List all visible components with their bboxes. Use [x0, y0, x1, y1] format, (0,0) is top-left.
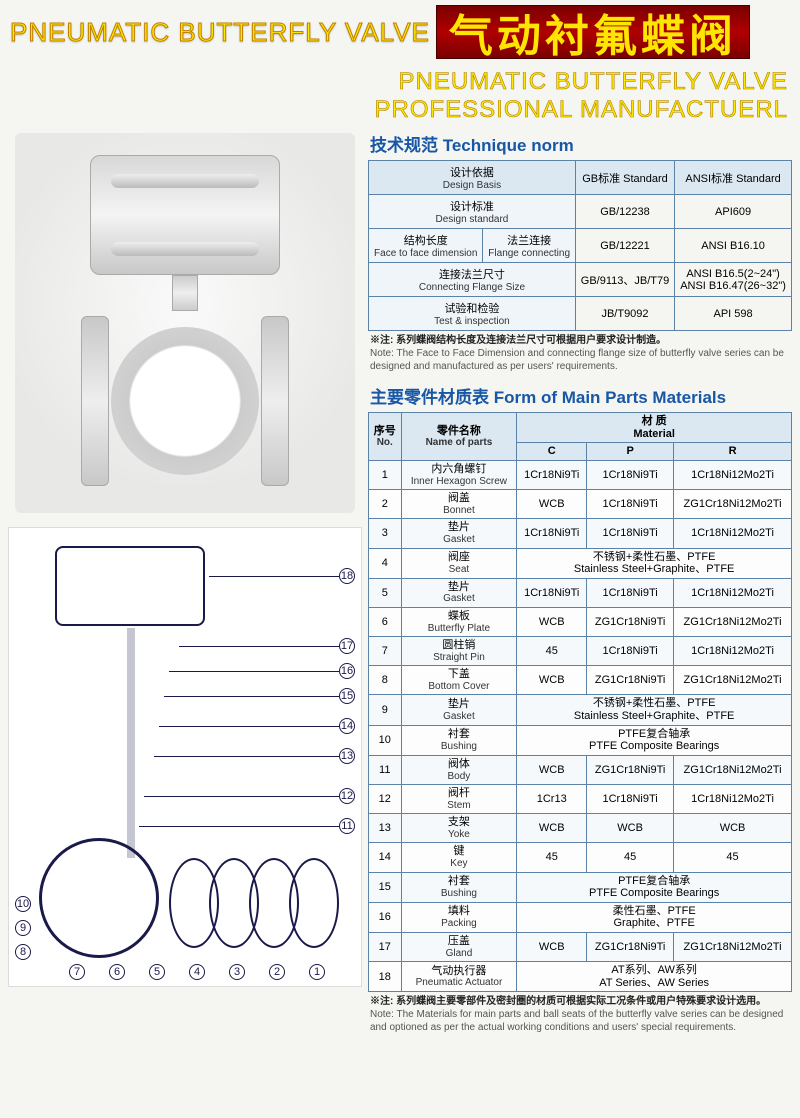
- subtitle-line2: PROFESSIONAL MANUFACTUERL: [0, 96, 788, 124]
- callout-9: 9: [15, 920, 31, 936]
- callout-14: 14: [339, 718, 355, 734]
- left-column: 18 17 16 15 14 13 12 11 10 9 8 7 6 5 4 3: [8, 129, 368, 1042]
- callout-8: 8: [15, 944, 31, 960]
- callout-17: 17: [339, 638, 355, 654]
- callout-10: 10: [15, 896, 31, 912]
- title-en: PNEUMATIC BUTTERFLY VALVE: [10, 17, 430, 48]
- tech-note-cn: ※注: 系列蝶阀结构长度及连接法兰尺寸可根据用户要求设计制造。: [370, 335, 666, 346]
- tech-note-en: Note: The Face to Face Dimension and con…: [370, 348, 784, 372]
- tech-title: 技术规范 Technique norm: [368, 129, 792, 160]
- tech-note: ※注: 系列蝶阀结构长度及连接法兰尺寸可根据用户要求设计制造。 Note: Th…: [368, 331, 792, 381]
- actuator-graphic: [90, 155, 280, 275]
- valve-body-graphic: [75, 311, 295, 491]
- callout-7: 7: [69, 964, 85, 980]
- callout-3: 3: [229, 964, 245, 980]
- exploded-diagram: 18 17 16 15 14 13 12 11 10 9 8 7 6 5 4 3: [8, 527, 362, 987]
- callout-16: 16: [339, 663, 355, 679]
- callout-5: 5: [149, 964, 165, 980]
- callout-13: 13: [339, 748, 355, 764]
- callout-2: 2: [269, 964, 285, 980]
- product-photo: [15, 133, 355, 513]
- callout-6: 6: [109, 964, 125, 980]
- tech-table: 设计依据Design Basis GB标准 StandardANSI标准 Sta…: [368, 160, 792, 331]
- right-column: 技术规范 Technique norm 设计依据Design Basis GB标…: [368, 129, 792, 1042]
- callout-11: 11: [339, 818, 355, 834]
- parts-note: ※注: 系列蝶阀主要零部件及密封圈的材质可根据实际工况条件或用户特殊要求设计选用…: [368, 992, 792, 1042]
- callout-15: 15: [339, 688, 355, 704]
- parts-note-cn: ※注: 系列蝶阀主要零部件及密封圈的材质可根据实际工况条件或用户特殊要求设计选用…: [370, 996, 766, 1007]
- callout-1: 1: [309, 964, 325, 980]
- callout-18: 18: [339, 568, 355, 584]
- parts-note-en: Note: The Materials for main parts and b…: [370, 1009, 783, 1033]
- header: PNEUMATIC BUTTERFLY VALVE 气动衬氟蝶阀: [0, 0, 800, 64]
- parts-title: 主要零件材质表 Form of Main Parts Materials: [368, 381, 792, 412]
- title-cn: 气动衬氟蝶阀: [436, 5, 750, 59]
- callout-12: 12: [339, 788, 355, 804]
- callout-4: 4: [189, 964, 205, 980]
- parts-table: 序号No. 零件名称Name of parts 材 质 Material CPR…: [368, 412, 792, 992]
- shaft-graphic: [172, 275, 198, 311]
- content: 18 17 16 15 14 13 12 11 10 9 8 7 6 5 4 3: [0, 125, 800, 1042]
- subtitle-line1: PNEUMATIC BUTTERFLY VALVE: [0, 68, 788, 96]
- subtitle: PNEUMATIC BUTTERFLY VALVE PROFESSIONAL M…: [0, 64, 800, 125]
